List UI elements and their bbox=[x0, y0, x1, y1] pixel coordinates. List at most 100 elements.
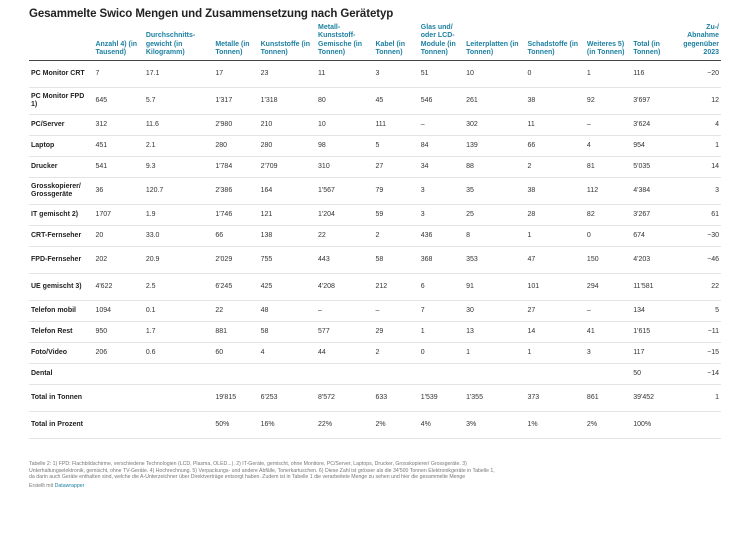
table-cell: 202 bbox=[93, 246, 144, 275]
table-cell: 80 bbox=[316, 87, 374, 116]
table-cell: 2'709 bbox=[258, 156, 317, 179]
table-row: FPD-Fernseher 202 20.9 2'029 755 443 58 368 353 4… bbox=[29, 246, 721, 275]
datawrapper-link[interactable]: Datawrapper bbox=[54, 482, 85, 489]
table-cell: 111 bbox=[373, 114, 419, 137]
table-cell: 4% bbox=[418, 411, 465, 440]
column-header: Kunststoffe (in Tonnen) bbox=[258, 24, 317, 62]
table-cell: 5 bbox=[677, 300, 721, 323]
table-cell: 881 bbox=[213, 321, 259, 344]
column-header: Weiteres 5) (in Tonnen) bbox=[584, 24, 632, 62]
table-cell: 35 bbox=[464, 177, 526, 206]
table-cell: 7 bbox=[93, 60, 144, 89]
table-cell: 6'253 bbox=[258, 384, 317, 413]
table-cell: 4'203 bbox=[631, 246, 678, 275]
table-cell: 11 bbox=[316, 60, 374, 89]
table-cell: 1'539 bbox=[418, 384, 465, 413]
table-cell: 206 bbox=[93, 342, 144, 365]
table-cell bbox=[93, 363, 144, 386]
table-cell: 1'615 bbox=[631, 321, 678, 344]
table-cell: – bbox=[373, 300, 419, 323]
table-cell: 541 bbox=[93, 156, 144, 179]
column-header: Durchschnitts-gewicht (in Kilogramm) bbox=[143, 24, 214, 62]
table-cell: −30 bbox=[677, 225, 721, 248]
table-cell: 45 bbox=[373, 87, 419, 116]
table-cell: 6'245 bbox=[213, 273, 259, 302]
table-row: Telefon Rest 950 1.7 881 58 577 29 1 13 14 41 1'615… bbox=[29, 321, 721, 344]
table-cell: 1.9 bbox=[143, 204, 214, 227]
table-cell: 3'697 bbox=[631, 87, 678, 116]
table-cell bbox=[464, 363, 526, 386]
row-label: PC/Server bbox=[29, 114, 94, 137]
row-label: UE gemischt 3) bbox=[29, 273, 94, 302]
table-cell: 117 bbox=[631, 342, 678, 365]
table-cell: 1 bbox=[584, 60, 632, 89]
table-cell: 11'581 bbox=[631, 273, 678, 302]
table-cell: 112 bbox=[584, 177, 632, 206]
table-cell: 2.5 bbox=[143, 273, 214, 302]
table-cell bbox=[213, 363, 259, 386]
table-cell: −11 bbox=[677, 321, 721, 344]
table-row: PC/Server 312 11.6 2'980 210 10 111–302 11–3'62… bbox=[29, 114, 721, 137]
table-cell: 310 bbox=[316, 156, 374, 179]
table-cell: 14 bbox=[525, 321, 585, 344]
table-cell: – bbox=[316, 300, 374, 323]
table-cell: 25 bbox=[464, 204, 526, 227]
table-cell bbox=[143, 411, 214, 440]
table-cell: 546 bbox=[418, 87, 465, 116]
table-cell: 14 bbox=[677, 156, 721, 179]
table-cell: 60 bbox=[213, 342, 259, 365]
table-cell: 280 bbox=[213, 135, 259, 158]
row-label: Total in Prozent bbox=[29, 411, 94, 440]
column-header: Total (in Tonnen) bbox=[631, 24, 678, 62]
table-cell bbox=[258, 363, 317, 386]
table-cell: 425 bbox=[258, 273, 317, 302]
table-cell: 2'386 bbox=[213, 177, 259, 206]
table-cell: 10 bbox=[464, 60, 526, 89]
table-cell: 755 bbox=[258, 246, 317, 275]
table-cell: 861 bbox=[584, 384, 632, 413]
table-cell: 1'318 bbox=[258, 87, 317, 116]
table-cell: 39'452 bbox=[631, 384, 678, 413]
table-cell: 4'384 bbox=[631, 177, 678, 206]
table-cell: 280 bbox=[258, 135, 317, 158]
row-label: PC Monitor CRT bbox=[29, 60, 94, 89]
table-cell: 22 bbox=[677, 273, 721, 302]
table-cell: 353 bbox=[464, 246, 526, 275]
table-cell: 4 bbox=[258, 342, 317, 365]
table-cell: 1'784 bbox=[213, 156, 259, 179]
table-cell: 1 bbox=[677, 135, 721, 158]
table-cell bbox=[143, 363, 214, 386]
table-row: Foto/Video 206 0.6 60 4 44 2 0 1 1 3 117 −15 bbox=[29, 342, 721, 365]
table-cell: 210 bbox=[258, 114, 317, 137]
table-cell: 0 bbox=[418, 342, 465, 365]
table-cell: 1 bbox=[464, 342, 526, 365]
table-cell: 5 bbox=[373, 135, 419, 158]
table-cell: 116 bbox=[631, 60, 678, 89]
table-cell: 1 bbox=[418, 321, 465, 344]
table-cell: 138 bbox=[258, 225, 317, 248]
table-cell: 82 bbox=[584, 204, 632, 227]
column-header: Leiterplatten (in Tonnen) bbox=[464, 24, 526, 62]
table-cell: 950 bbox=[93, 321, 144, 344]
table-cell: 58 bbox=[258, 321, 317, 344]
column-header: Metall-Kunststoff-Gemische (in Tonnen) bbox=[316, 24, 374, 62]
row-label: Total in Tonnen bbox=[29, 384, 94, 413]
table-cell: 101 bbox=[525, 273, 585, 302]
table-cell: 0.1 bbox=[143, 300, 214, 323]
table-cell: 20.9 bbox=[143, 246, 214, 275]
table-cell: 9.3 bbox=[143, 156, 214, 179]
table-cell bbox=[316, 363, 374, 386]
table-cell: 36 bbox=[93, 177, 144, 206]
table-cell: 121 bbox=[258, 204, 317, 227]
table-cell: 294 bbox=[584, 273, 632, 302]
table-cell: 84 bbox=[418, 135, 465, 158]
data-table: Anzahl 4) (in Tausend) Durchschnitts-gewi… bbox=[29, 24, 721, 440]
row-label: Telefon mobil bbox=[29, 300, 94, 323]
table-cell: −20 bbox=[677, 60, 721, 89]
table-cell: 4 bbox=[584, 135, 632, 158]
table-cell: 30 bbox=[464, 300, 526, 323]
page-title: Gesammelte Swico Mengen und Zusammensetz… bbox=[29, 8, 394, 20]
table-cell: 2% bbox=[584, 411, 632, 440]
row-label: PC Monitor FPD 1) bbox=[29, 87, 94, 116]
table-cell: 373 bbox=[525, 384, 585, 413]
